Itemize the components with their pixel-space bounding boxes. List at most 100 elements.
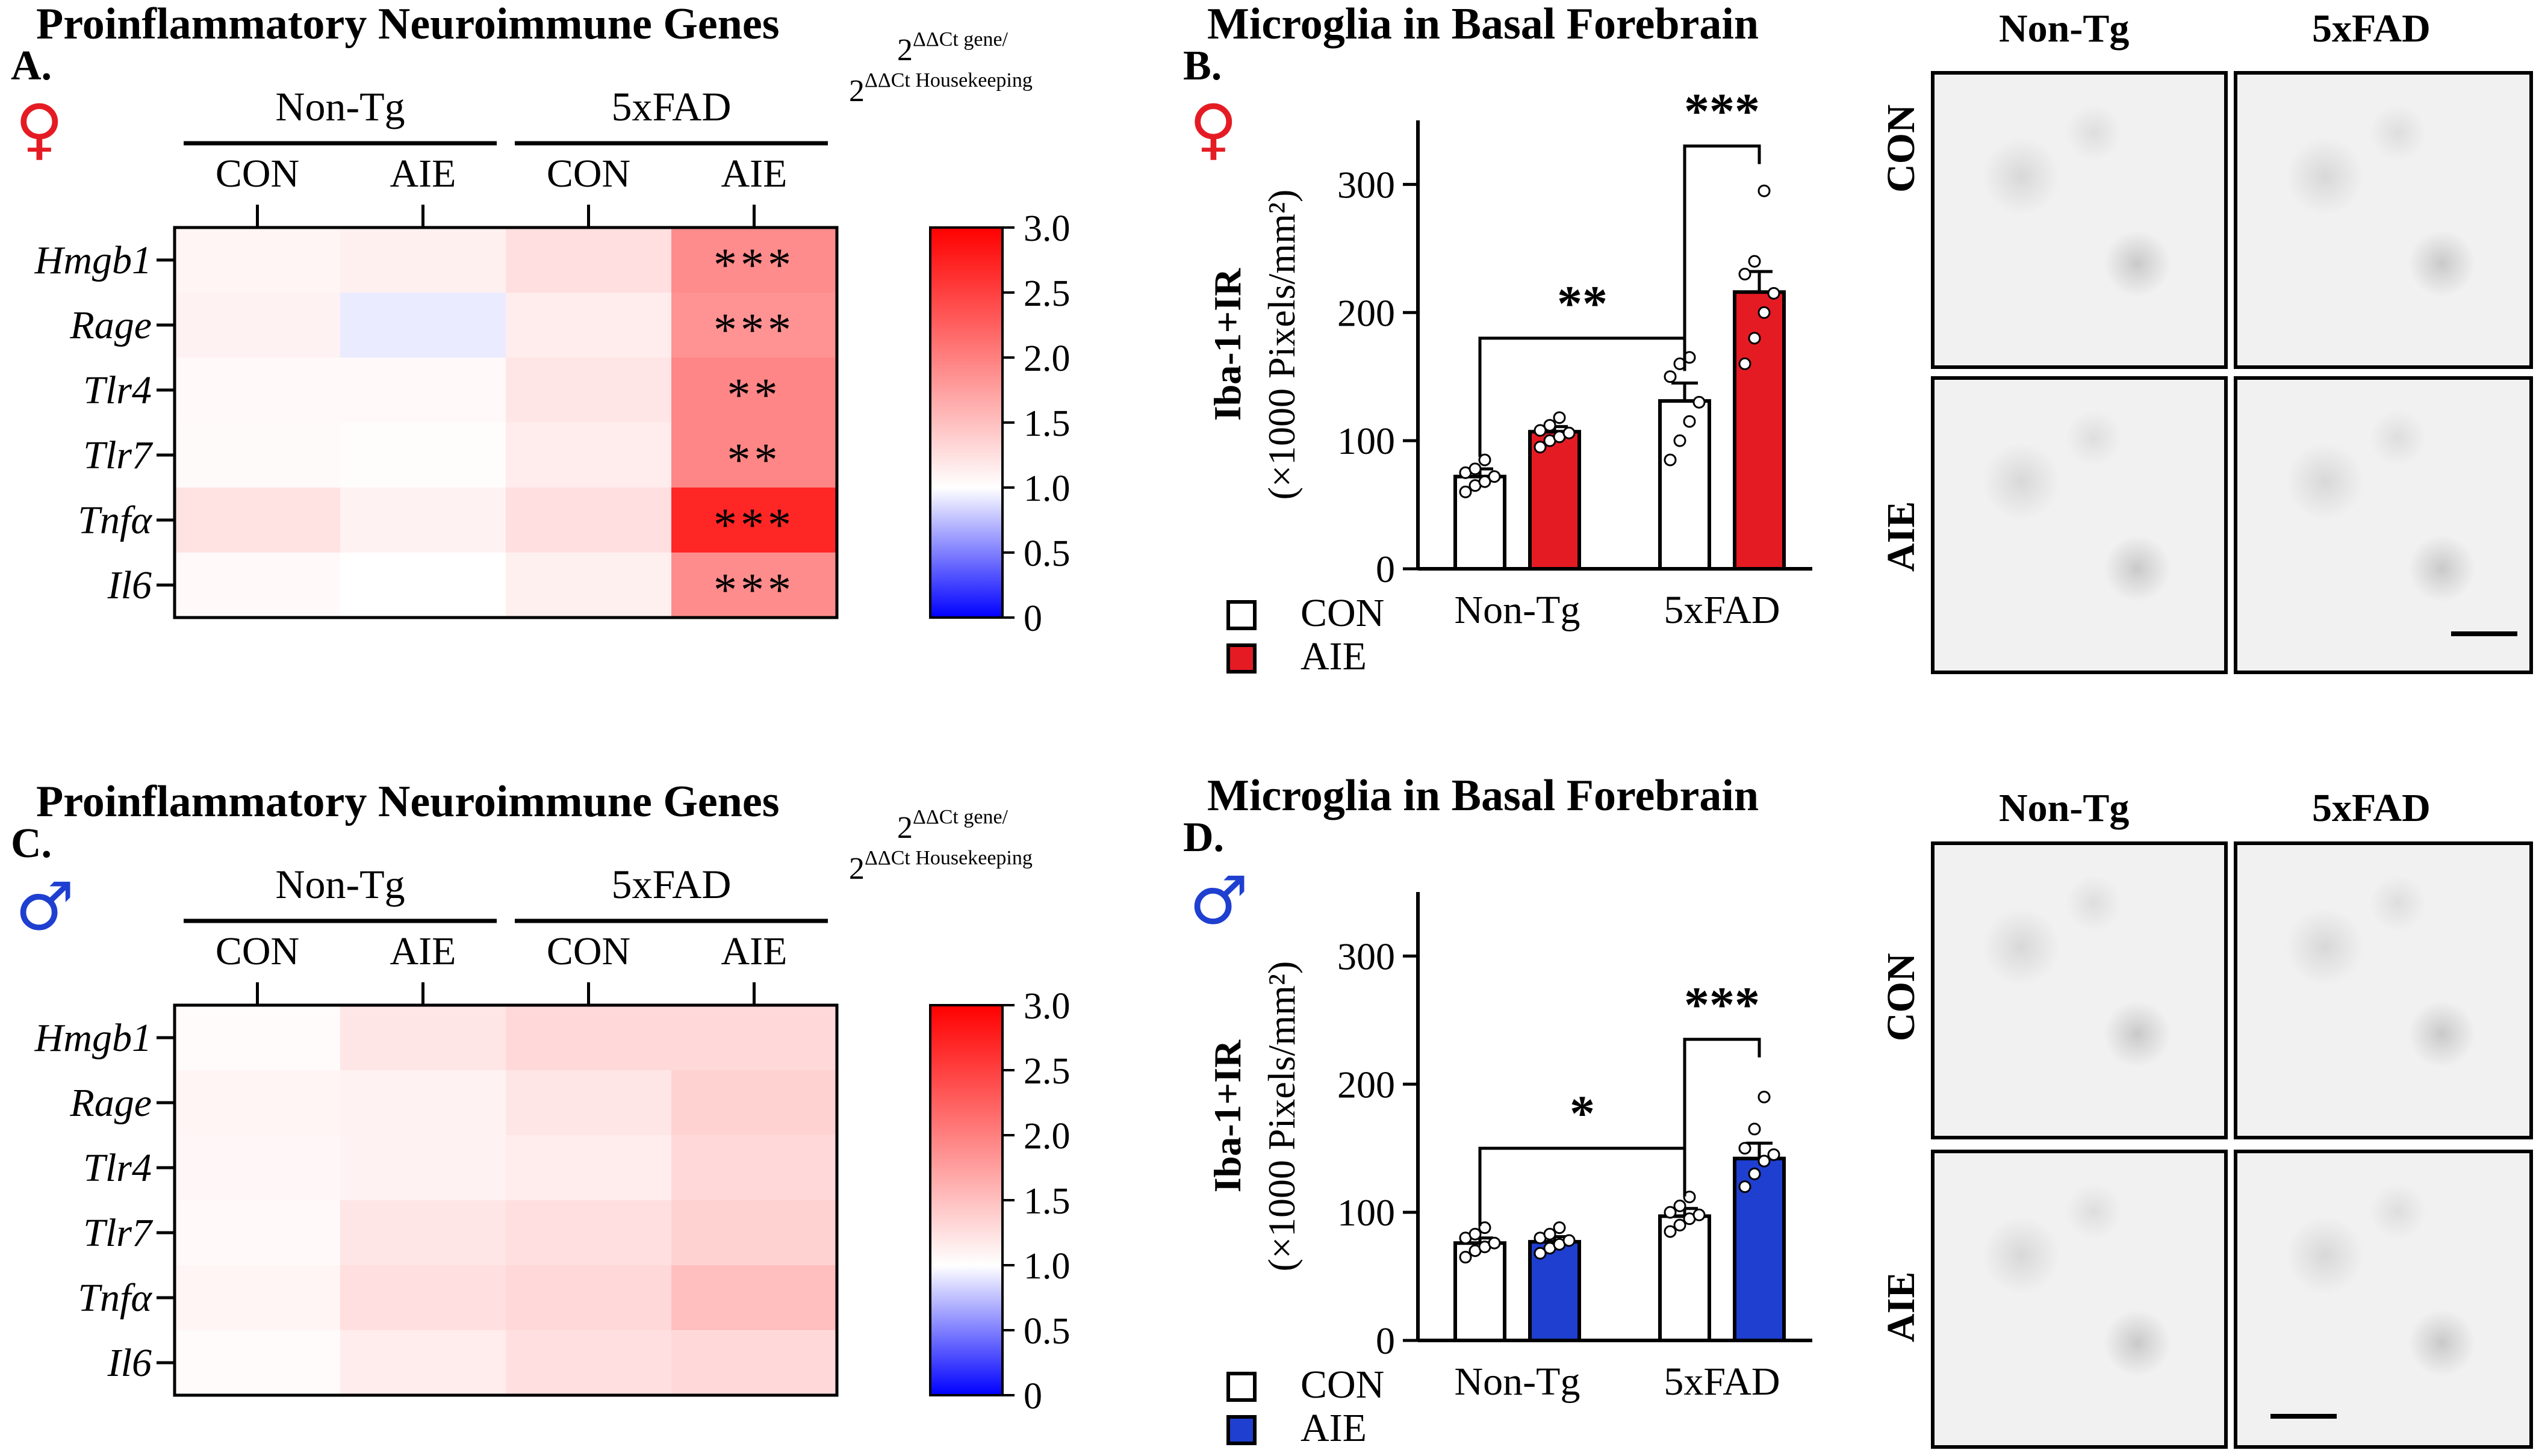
- colorbar-title-line2: 2ΔΔCt Housekeeping: [849, 69, 1033, 108]
- legend-label: AIE: [1301, 634, 1367, 678]
- significance-bracket: [1683, 144, 1761, 371]
- data-point: [1459, 1251, 1472, 1264]
- data-point: [1738, 357, 1751, 370]
- row-label: Hmgb1: [34, 1016, 152, 1060]
- scale-bar: [2270, 1414, 2337, 1419]
- y-tick-label: 0: [1376, 548, 1395, 590]
- data-point: [1478, 1221, 1491, 1235]
- significance-label: ***: [713, 563, 795, 616]
- legend-label: CON: [1301, 591, 1384, 635]
- heatmap-cell: [506, 358, 671, 423]
- significance-bracket: [1478, 1147, 1686, 1226]
- micrograph-image: [1931, 841, 2228, 1139]
- heatmap-cell: [340, 293, 506, 358]
- heatmap-cell: [506, 488, 671, 553]
- x-tick-label: 5xFAD: [1664, 588, 1780, 632]
- heatmap-cell: [175, 553, 340, 618]
- data-point: [1488, 470, 1501, 483]
- data-point: [1748, 332, 1761, 345]
- row-label: Rage: [69, 1081, 152, 1125]
- data-point: [1459, 485, 1472, 498]
- y-tick-label: 300: [1337, 163, 1395, 206]
- sex-symbol: ♂: [1189, 862, 1249, 939]
- row-label: Il6: [107, 1341, 152, 1385]
- data-point: [1468, 462, 1482, 476]
- group-label: 5xFAD: [612, 861, 732, 907]
- bar-panel-b: B.♀ 0 100 200 300 Iba-1+IR (×1000 Pixels/mm²) N…: [1183, 43, 1812, 678]
- heatmap-cell: [671, 423, 837, 488]
- heatmap-cell: [340, 488, 506, 553]
- significance-label: *: [1570, 1086, 1595, 1142]
- colorbar-tick-label: 2.5: [1024, 273, 1071, 314]
- data-point: [1534, 424, 1547, 437]
- x-tick-label: Non-Tg: [1455, 588, 1580, 632]
- heatmap-cell: [506, 423, 671, 488]
- heatmap-cell: [671, 1200, 837, 1265]
- legend-label: CON: [1301, 1363, 1384, 1407]
- micrograph-col-label: Non-Tg: [1999, 786, 2130, 830]
- column-label: CON: [216, 152, 299, 196]
- title-panel-a: Proinflammatory Neuroimmune Genes: [36, 0, 780, 49]
- heatmap-cell: [671, 553, 837, 618]
- heatmap-cell: [506, 1005, 671, 1070]
- y-axis-label-units: (×1000 Pixels/mm²): [1260, 190, 1303, 500]
- heatmap-panel-a: A.♀ Non-Tg 5xFAD CON AIE CON AIE Hmgb1 *** Rage **…: [11, 28, 1071, 639]
- heatmap-cell: [671, 1265, 837, 1330]
- data-point: [1767, 287, 1780, 300]
- data-point: [1562, 426, 1576, 439]
- micrograph-image: [1931, 1150, 2228, 1449]
- heatmap-cell: [671, 1070, 837, 1135]
- y-tick-label: 200: [1337, 291, 1395, 334]
- heatmap-cell: [340, 423, 506, 488]
- heatmap-cell: [340, 358, 506, 423]
- data-point: [1683, 415, 1696, 428]
- data-point: [1757, 306, 1771, 319]
- panel-label: A.: [11, 43, 52, 89]
- significance-label: ***: [1684, 84, 1760, 140]
- heatmap-panel-c: C.♂ Non-Tg 5xFAD CON AIE CON AIE Hmgb1 Rage Tlr4 T…: [11, 806, 1071, 1417]
- colorbar-tick-label: 1.5: [1024, 403, 1071, 444]
- heatmap-cell: [175, 358, 340, 423]
- heatmap-cell: [175, 423, 340, 488]
- micrograph-col-label: 5xFAD: [2312, 786, 2431, 830]
- heatmap-cell: [506, 1070, 671, 1135]
- colorbar-tick-label: 3.0: [1024, 208, 1071, 249]
- heatmap-cell: [671, 488, 837, 553]
- colorbar-title-line2: 2ΔΔCt Housekeeping: [849, 847, 1033, 886]
- group-label: Non-Tg: [275, 84, 405, 129]
- colorbar-tick-label: 0: [1024, 598, 1042, 639]
- legend-label: AIE: [1301, 1406, 1367, 1450]
- data-point: [1478, 475, 1491, 488]
- colorbar-tick-label: 1.0: [1024, 468, 1071, 509]
- row-label: Tlr7: [83, 1211, 154, 1255]
- heatmap-cell: [340, 228, 506, 293]
- data-point: [1534, 441, 1547, 454]
- heatmap-cell: [506, 293, 671, 358]
- colorbar-title-line1: 2ΔΔCt gene/: [897, 806, 1008, 845]
- data-point: [1738, 1180, 1751, 1194]
- significance-label: **: [1557, 276, 1608, 332]
- data-point: [1664, 1206, 1677, 1219]
- data-point: [1748, 1167, 1761, 1180]
- colorbar-tick-label: 2.0: [1024, 338, 1071, 379]
- colorbar: [929, 1004, 1004, 1396]
- colorbar-tick-label: 0.5: [1024, 533, 1071, 574]
- heatmap-cell: [671, 1005, 837, 1070]
- colorbar-tick-label: 1.0: [1024, 1246, 1071, 1287]
- heatmap-cell: [671, 228, 837, 293]
- significance-bracket: [1683, 1038, 1761, 1197]
- legend-swatch: [1226, 1415, 1257, 1445]
- data-point: [1738, 1142, 1751, 1155]
- column-label: AIE: [721, 152, 788, 196]
- significance-label: ***: [713, 498, 795, 551]
- data-point: [1692, 395, 1706, 409]
- heatmap-cell: [506, 553, 671, 618]
- row-label: Tlr7: [83, 433, 154, 477]
- micrograph-image: [2234, 1150, 2533, 1449]
- significance-label: **: [727, 433, 782, 486]
- y-tick-label: 100: [1337, 420, 1395, 462]
- heatmap-cell: [175, 228, 340, 293]
- heatmap-cell: [506, 1265, 671, 1330]
- sex-symbol: ♂: [15, 868, 75, 945]
